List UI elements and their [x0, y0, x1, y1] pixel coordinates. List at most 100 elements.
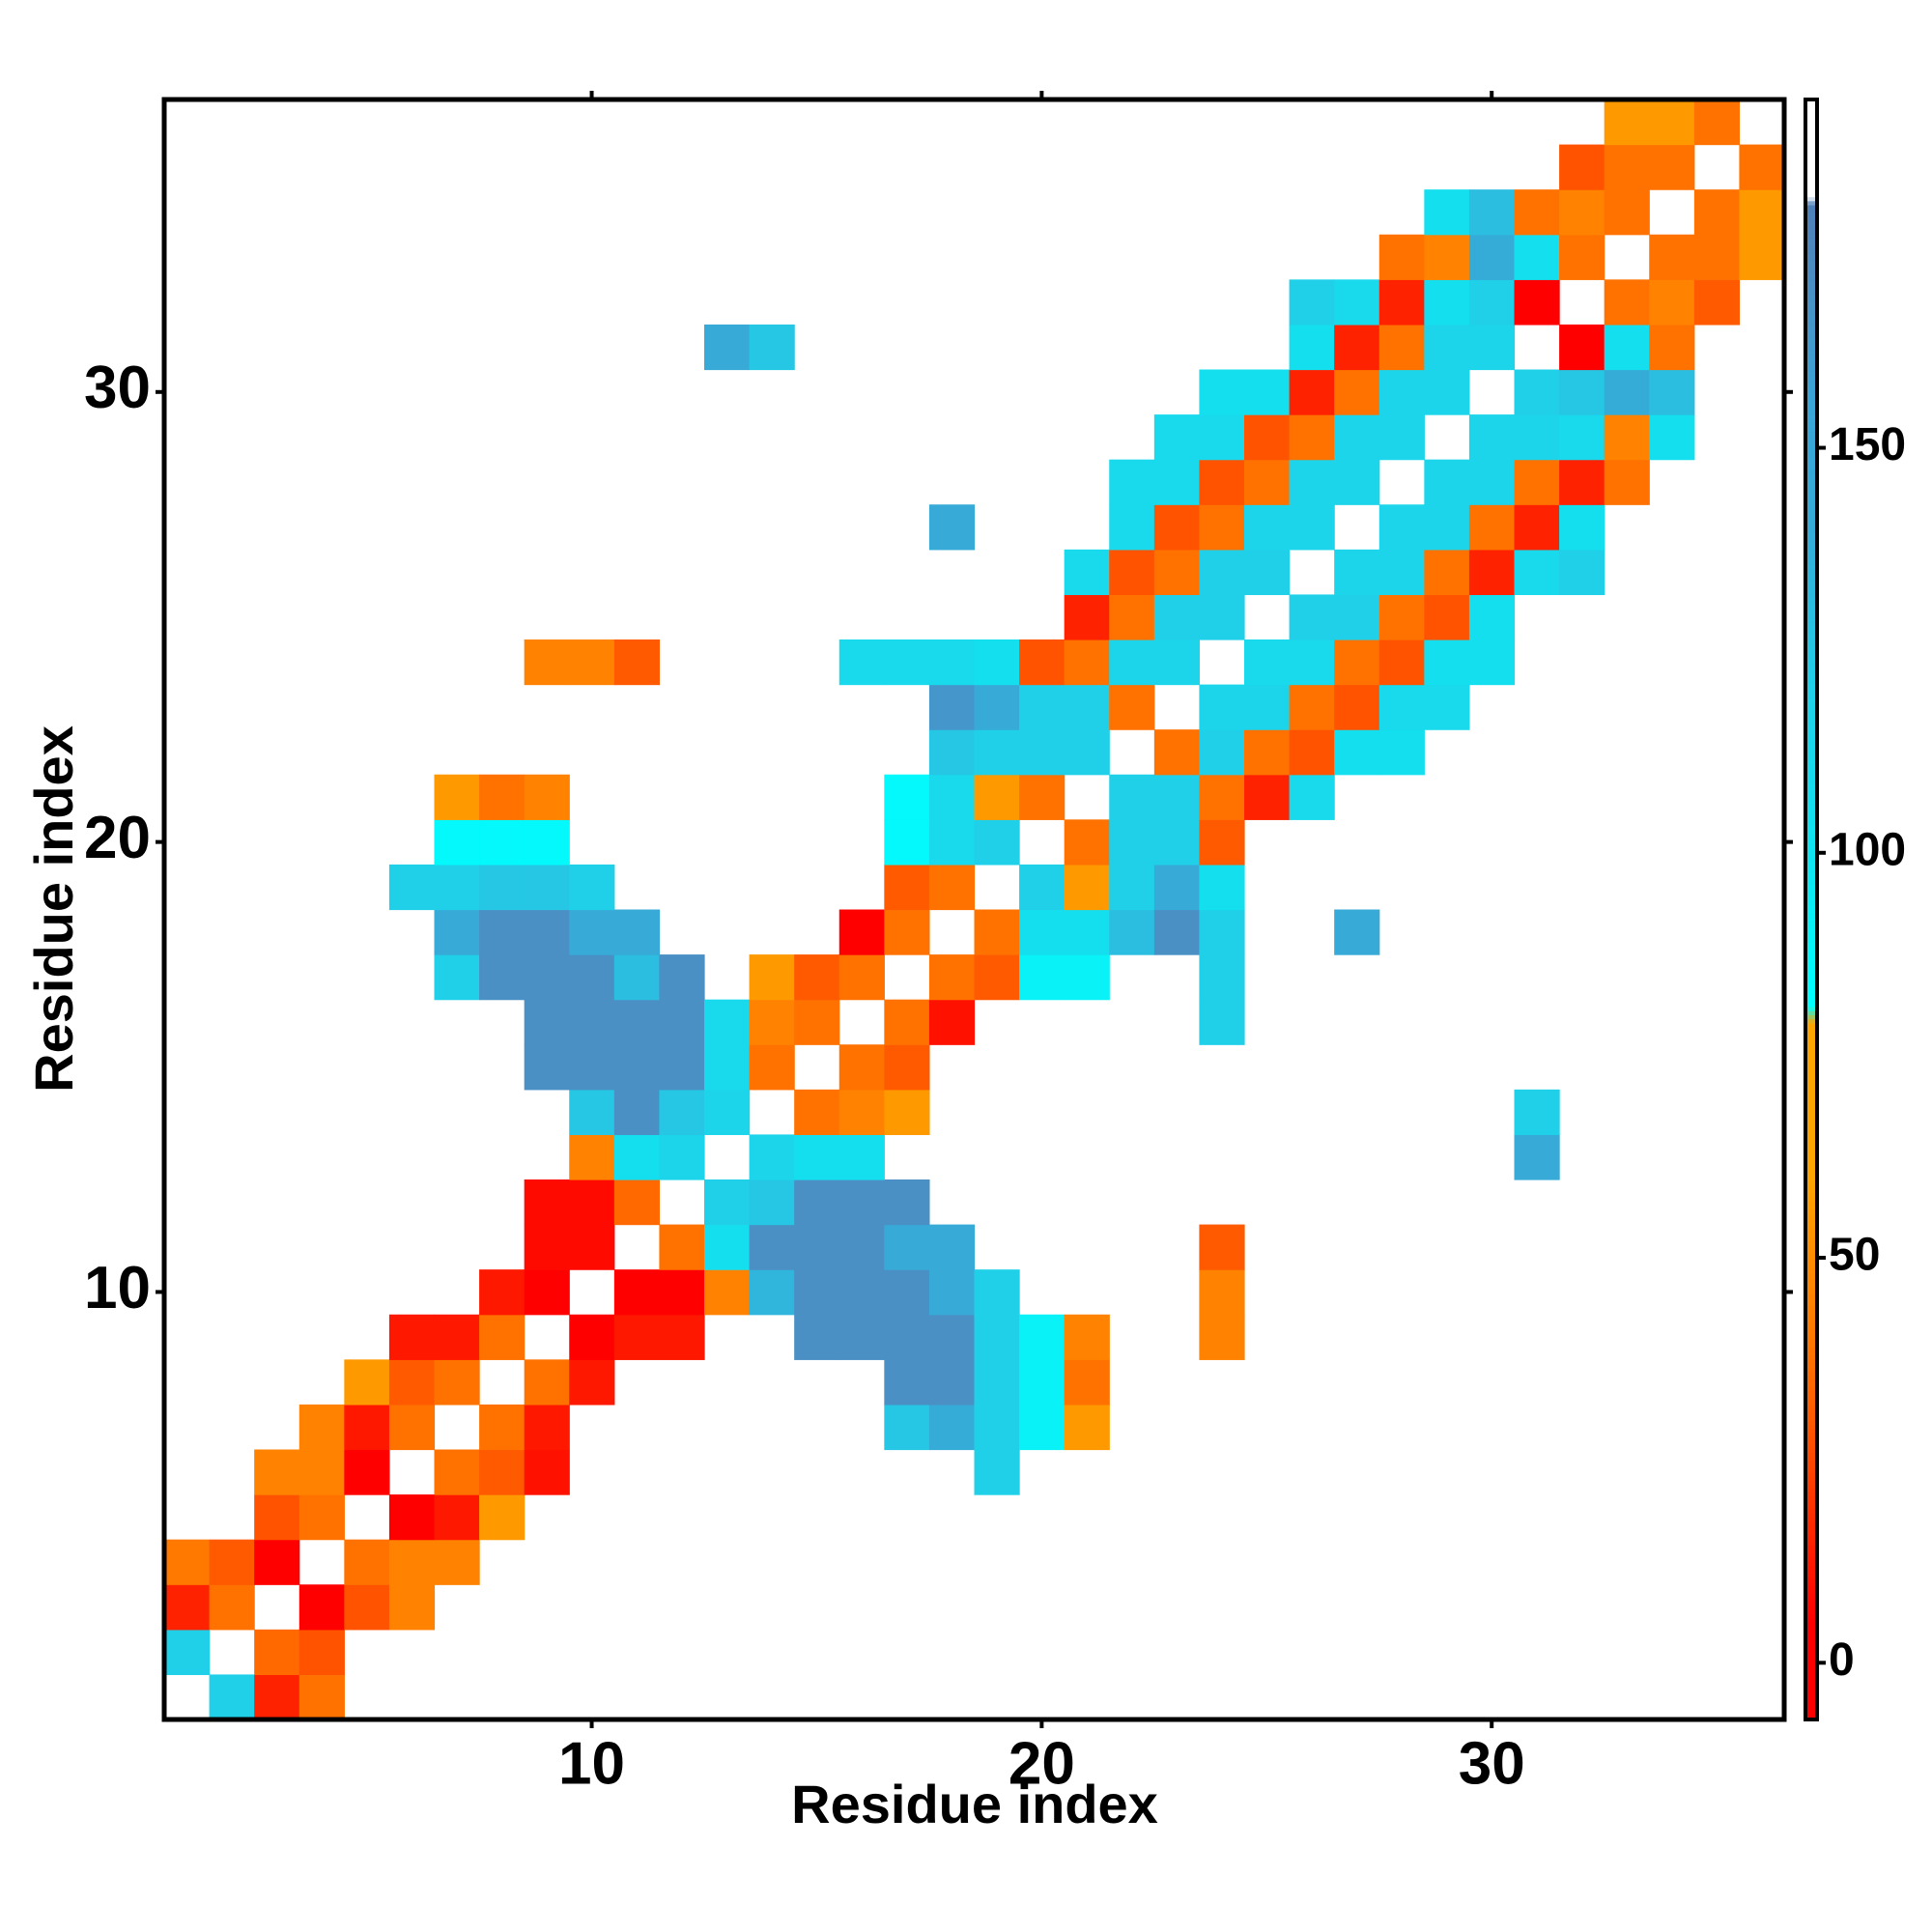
heatmap-cell	[479, 819, 526, 866]
heatmap-cell	[1244, 639, 1291, 686]
heatmap-cell	[1378, 414, 1425, 461]
heatmap-cell	[1109, 864, 1155, 911]
colorbar-segment	[1805, 852, 1817, 858]
heatmap-cell	[1468, 234, 1516, 280]
colorbar-segment	[1805, 1035, 1817, 1040]
colorbar-segment	[1805, 881, 1817, 886]
heatmap-cell	[1064, 1359, 1110, 1406]
heatmap-cell	[1289, 279, 1335, 326]
colorbar-segment	[1805, 500, 1817, 505]
heatmap-cell	[254, 1629, 300, 1676]
colorbar-segment	[1805, 281, 1817, 287]
colorbar-segment	[1805, 1642, 1817, 1648]
colorbar-segment	[1805, 1395, 1817, 1401]
heatmap-cell	[659, 1314, 705, 1360]
colorbar-segment	[1805, 929, 1817, 935]
colorbar-segment	[1805, 1075, 1817, 1081]
heatmap-cell	[1289, 774, 1335, 820]
colorbar-segment	[1805, 488, 1817, 494]
colorbar-segment	[1805, 658, 1817, 664]
heatmap-cell	[1604, 189, 1650, 236]
colorbar-segment	[1805, 638, 1817, 643]
heatmap-cell	[1514, 279, 1560, 326]
heatmap-cell	[1604, 414, 1650, 461]
colorbar-segment	[1805, 783, 1817, 789]
colorbar-segment	[1805, 1634, 1817, 1639]
colorbar-segment	[1805, 1249, 1817, 1255]
colorbar-segment	[1805, 139, 1817, 145]
heatmap-cell	[1514, 459, 1560, 505]
heatmap-cell	[1109, 684, 1155, 730]
colorbar-segment	[1805, 370, 1817, 376]
heatmap-cell	[613, 1314, 661, 1360]
colorbar-segment	[1805, 755, 1817, 760]
heatmap-cell	[1739, 144, 1785, 190]
heatmap-cell	[524, 1044, 570, 1091]
heatmap-cell	[838, 1224, 885, 1270]
heatmap-cell	[344, 1359, 390, 1406]
colorbar-segment	[1805, 294, 1817, 298]
colorbar-segment	[1805, 1659, 1817, 1663]
colorbar-segment	[1805, 1630, 1817, 1635]
colorbar-segment	[1805, 156, 1817, 161]
heatmap-cell	[1109, 909, 1155, 955]
heatmap-cell	[884, 864, 930, 911]
colorbar-segment	[1805, 1095, 1817, 1101]
heatmap-cell	[838, 1179, 885, 1226]
x-tick-label: 30	[1459, 1730, 1525, 1797]
heatmap-cell	[884, 819, 930, 866]
colorbar-segment	[1805, 176, 1817, 182]
heatmap-cell	[1019, 729, 1065, 776]
colorbar-segment	[1805, 1585, 1817, 1591]
heatmap-cell	[1019, 639, 1065, 686]
heatmap-cell	[1064, 1314, 1110, 1360]
heatmap-cell	[164, 1629, 211, 1676]
colorbar-segment	[1805, 626, 1817, 631]
heatmap-cell	[884, 999, 930, 1045]
heatmap-cell	[1424, 279, 1470, 326]
colorbar-segment	[1805, 1031, 1817, 1036]
heatmap-cell	[1153, 639, 1201, 686]
heatmap-cell	[1019, 1359, 1065, 1406]
colorbar-segment	[1805, 298, 1817, 303]
heatmap-cell	[749, 1179, 795, 1226]
colorbar-segment	[1805, 322, 1817, 327]
heatmap-cell	[1199, 909, 1245, 955]
colorbar-segment	[1805, 1173, 1817, 1178]
colorbar-segment	[1805, 553, 1817, 558]
colorbar-segment	[1805, 739, 1817, 745]
colorbar-segment	[1805, 776, 1817, 781]
heatmap-cell	[1244, 774, 1291, 820]
colorbar-segment	[1805, 678, 1817, 684]
heatmap-cell	[1693, 279, 1741, 326]
colorbar-segment	[1805, 484, 1817, 489]
colorbar-segment	[1805, 1051, 1817, 1056]
colorbar-segment	[1805, 390, 1817, 396]
colorbar-segment	[1805, 1602, 1817, 1607]
heatmap-cell	[884, 1089, 930, 1136]
colorbar-segment	[1805, 220, 1817, 226]
heatmap-cell	[1334, 459, 1380, 505]
colorbar-segment	[1805, 1545, 1817, 1550]
heatmap-cell	[298, 1584, 345, 1631]
heatmap-cell	[974, 639, 1020, 686]
colorbar-segment	[1805, 1042, 1817, 1048]
heatmap-cell	[1378, 369, 1425, 415]
heatmap-cell	[1289, 459, 1335, 505]
heatmap-cell	[704, 1089, 751, 1136]
colorbar-segment	[1805, 1569, 1817, 1575]
heatmap-cell	[209, 1584, 255, 1631]
colorbar-segment	[1805, 1683, 1817, 1688]
heatmap-cell	[569, 1089, 615, 1136]
colorbar-segment	[1805, 188, 1817, 193]
colorbar-segment	[1805, 751, 1817, 756]
colorbar-segment	[1805, 455, 1817, 461]
colorbar-segment	[1805, 1399, 1817, 1405]
colorbar-segment	[1805, 1703, 1817, 1708]
colorbar-segment	[1805, 1297, 1817, 1303]
heatmap-cell	[479, 774, 526, 820]
colorbar-segment	[1805, 504, 1817, 509]
colorbar-segment	[1805, 1002, 1817, 1008]
colorbar-segment	[1805, 957, 1817, 963]
colorbar-segment	[1805, 342, 1817, 348]
